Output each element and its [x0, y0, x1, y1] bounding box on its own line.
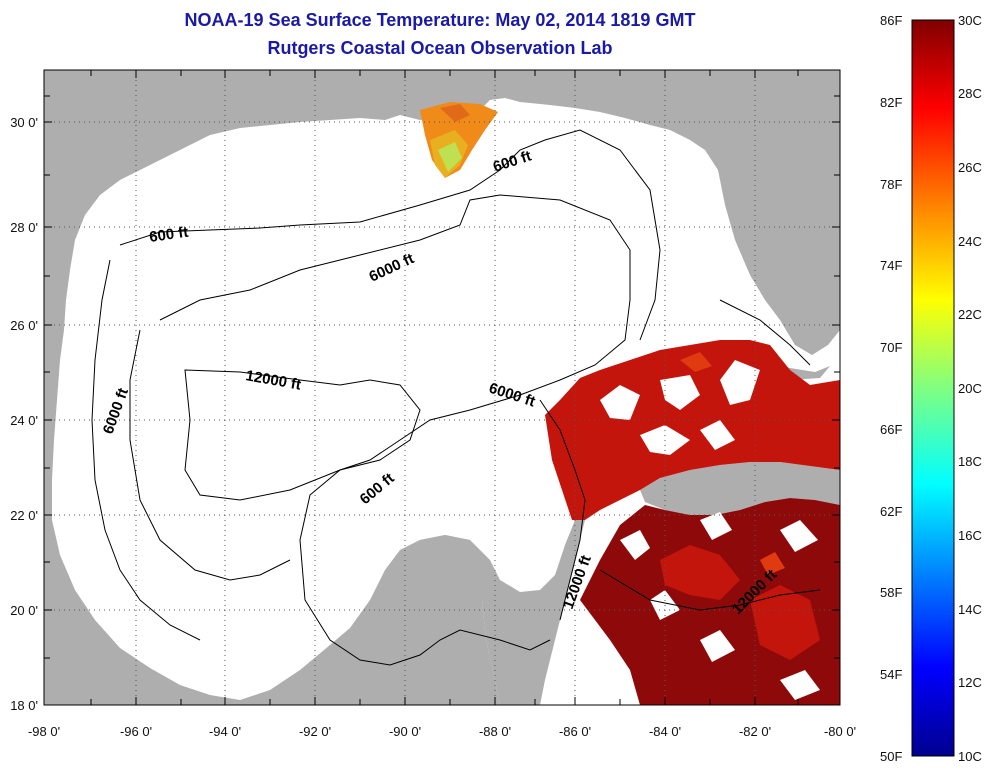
sst-caribbean-warm — [580, 498, 840, 705]
colorbar-c-label: 22C — [958, 307, 982, 322]
lon-tick-label: -82 0' — [739, 724, 771, 739]
map-subtitle: Rutgers Coastal Ocean Observation Lab — [267, 38, 613, 58]
graticule — [44, 70, 840, 705]
contour-label: 600 ft — [148, 224, 189, 246]
colorbar-f-label: 82F — [880, 95, 902, 110]
colorbar-c-label: 28C — [958, 86, 982, 101]
colorbar-f-label: 78F — [880, 177, 902, 192]
colorbar-c-label: 20C — [958, 381, 982, 396]
contour-lines — [91, 129, 821, 666]
colorbar-c-label: 12C — [958, 675, 982, 690]
lon-tick-label: -84 0' — [649, 724, 681, 739]
lon-tick-label: -90 0' — [389, 724, 421, 739]
colorbar-f-label: 62F — [880, 504, 902, 519]
lon-tick-label: -98 0' — [28, 724, 60, 739]
lat-tick-label: 24 0' — [10, 413, 38, 428]
lat-tick-label: 18 0' — [10, 698, 38, 713]
colorbar-c-label: 14C — [958, 602, 982, 617]
colorbar-c-label: 10C — [958, 749, 982, 764]
cuba-land — [640, 462, 840, 515]
colorbar — [911, 19, 955, 757]
lat-tick-label: 26 0' — [10, 318, 38, 333]
lon-tick-label: -88 0' — [479, 724, 511, 739]
colorbar-c-label: 16C — [958, 528, 982, 543]
colorbar-f-label: 66F — [880, 422, 902, 437]
lat-tick-label: 20 0' — [10, 603, 38, 618]
colorbar-c-label: 18C — [958, 454, 982, 469]
colorbar-f-label: 74F — [880, 258, 902, 273]
north-america-land — [44, 70, 840, 705]
sst-northern-plume — [420, 102, 498, 178]
yucatan-land — [400, 520, 585, 705]
lat-tick-label: 30 0' — [10, 115, 38, 130]
map-title: NOAA-19 Sea Surface Temperature: May 02,… — [184, 10, 696, 30]
colorbar-f-label: 54F — [880, 667, 902, 682]
lon-tick-label: -94 0' — [209, 724, 241, 739]
colorbar-f-label: 86F — [880, 13, 902, 28]
colorbar-f-label: 50F — [880, 749, 902, 764]
colorbar-c-label: 24C — [958, 234, 982, 249]
lat-tick-label: 28 0' — [10, 220, 38, 235]
lon-tick-label: -80 0' — [824, 724, 856, 739]
tick-marks — [44, 70, 840, 705]
colorbar-c-label: 30C — [958, 13, 982, 28]
lon-tick-label: -86 0' — [559, 724, 591, 739]
colorbar-c-label: 26C — [958, 160, 982, 175]
lat-tick-label: 22 0' — [10, 508, 38, 523]
colorbar-f-label: 70F — [880, 340, 902, 355]
colorbar-f-label: 58F — [880, 585, 902, 600]
map-frame — [43, 69, 841, 706]
lon-tick-label: -96 0' — [120, 724, 152, 739]
lon-tick-label: -92 0' — [299, 724, 331, 739]
